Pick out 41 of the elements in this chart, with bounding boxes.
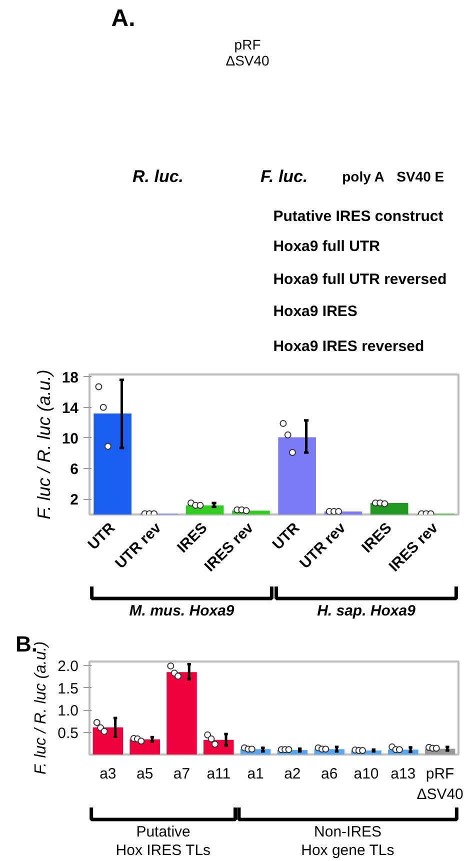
text: R. luc. [132,167,184,186]
text: pRF ΔSV40 [226,36,270,68]
text: H. sap. Hoxa9 [317,602,416,620]
x-tick-label: a11 [206,766,231,782]
y-tick-label: 2 [70,492,78,509]
x-tick-label: a10 [354,766,379,782]
text: M. mus. Hoxa9 [129,602,235,620]
y-tick-label: 18 [62,369,79,386]
x-tick-label: a5 [136,766,154,782]
x-tick-label: a7 [173,766,190,782]
x-tick-label: a13 [390,766,416,782]
x-tick-label: a1 [247,766,264,782]
text: F. luc. [260,167,308,186]
y-tick-label: 6 [70,461,78,478]
x-tick-label: UTR [269,519,304,554]
text: Non-IRES Hox gene TLs [301,824,394,860]
x-tick-label: UTR [84,519,119,554]
text: Putative IRES construct [273,208,444,225]
bar [92,727,124,754]
x-tick-label: a6 [321,766,338,782]
text: Hoxa9 IRES reversed [273,338,424,355]
text: Putative Hox IRES TLs [116,824,211,860]
bar [94,414,132,514]
y-tick-label: 0.5 [58,724,79,742]
y-axis-title: F. luc / R. luc (a.u.) [34,370,54,520]
y-tick-label: 2.0 [58,658,79,676]
text: Hoxa9 full UTR [273,238,380,255]
y-tick-label: 10 [62,430,79,448]
bar [166,672,197,754]
text: Hoxa9 full UTR reversed [273,271,447,288]
text: A. [111,5,136,32]
x-tick-label: a2 [284,766,301,782]
y-tick-label: 1.0 [58,702,79,720]
text: poly A [342,168,384,184]
y-tick-label: 1.5 [58,680,79,698]
y-tick-label: 14 [62,400,80,417]
x-tick-label: a3 [100,766,116,782]
bar [278,437,316,514]
x-tick-label: pRF ΔSV40 [416,766,464,803]
text: Hoxa9 IRES [273,303,358,320]
text: SV40 E [396,168,444,184]
